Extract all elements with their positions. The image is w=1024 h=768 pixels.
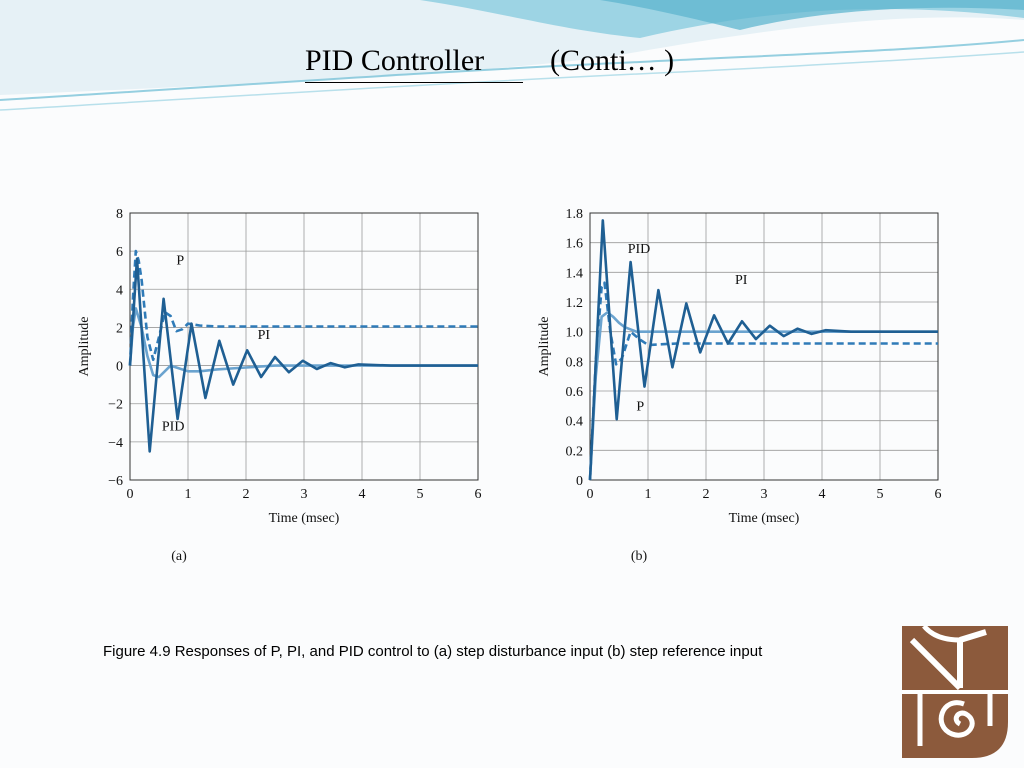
annotation-pi: PI — [258, 328, 271, 343]
x-tick-label: 6 — [935, 487, 942, 502]
x-tick-label: 4 — [819, 487, 826, 502]
chart-b: 0 1 2 3 4 5 6 0 0.2 0.4 0.6 0.8 1.0 1.2 1.4 1.6 1.8 Time … — [537, 207, 942, 564]
series-line-pid — [588, 219, 938, 481]
x-tick-label: 5 — [877, 487, 884, 502]
y-tick-label: 0.8 — [566, 355, 584, 370]
plot-frame — [589, 212, 939, 481]
title-underline — [305, 82, 523, 83]
y-tick-label: 1.6 — [566, 237, 584, 252]
x-tick-label: 2 — [243, 487, 250, 502]
x-axis-label: Time (msec) — [269, 511, 340, 526]
y-tick-label: 1.8 — [566, 207, 584, 222]
y-tick-label: 0.4 — [566, 415, 584, 430]
figure-caption: Figure 4.9 Responses of P, PI, and PID c… — [103, 643, 763, 660]
x-tick-label: 3 — [301, 487, 308, 502]
annotation-pid: PID — [628, 242, 651, 257]
y-tick-label: 4 — [116, 283, 123, 298]
y-tick-label: 0 — [116, 360, 123, 375]
x-tick-label: 0 — [587, 487, 594, 502]
y-axis-label: Amplitude — [537, 317, 552, 377]
y-tick-label: 8 — [116, 207, 123, 222]
annotation-pid: PID — [162, 419, 185, 434]
x-tick-label: 1 — [185, 487, 192, 502]
annotation-pi: PI — [735, 273, 748, 288]
y-tick-label: 2 — [116, 321, 123, 336]
panel-label: (b) — [631, 549, 648, 564]
annotation-p: P — [636, 399, 644, 414]
x-tick-label: 3 — [761, 487, 768, 502]
panel-label: (a) — [171, 549, 187, 564]
y-tick-label: 0.2 — [566, 444, 584, 459]
y-tick-label: 6 — [116, 245, 123, 260]
x-tick-label: 0 — [127, 487, 134, 502]
x-tick-label: 2 — [703, 487, 710, 502]
y-tick-label: 1.4 — [566, 266, 584, 281]
university-emblem-icon — [902, 626, 1008, 758]
series-line-p — [128, 249, 478, 366]
header-wave — [0, 0, 1024, 111]
series-line-p — [588, 281, 938, 481]
x-tick-label: 4 — [359, 487, 366, 502]
y-tick-label: 1.2 — [566, 296, 584, 311]
page-title: PID Controller — [305, 44, 485, 77]
y-tick-label: 0.6 — [566, 385, 584, 400]
x-tick-label: 6 — [475, 487, 482, 502]
x-axis-label: Time (msec) — [729, 511, 800, 526]
chart-a: 0 1 2 3 4 5 6 −6 −4 −2 0 2 4 6 8 Time (msec) Amplitude (a… — [77, 207, 482, 564]
annotation-p: P — [176, 253, 184, 268]
y-tick-label: −4 — [108, 436, 123, 451]
y-axis-label: Amplitude — [77, 317, 92, 377]
page-title-suffix: (Conti… ) — [550, 44, 675, 77]
x-tick-label: 1 — [645, 487, 652, 502]
y-tick-label: −2 — [108, 398, 123, 413]
y-tick-label: 1.0 — [566, 326, 584, 341]
y-tick-label: 0 — [576, 474, 583, 489]
y-tick-label: −6 — [108, 474, 123, 489]
x-tick-label: 5 — [417, 487, 424, 502]
series-line-pid — [128, 257, 478, 453]
